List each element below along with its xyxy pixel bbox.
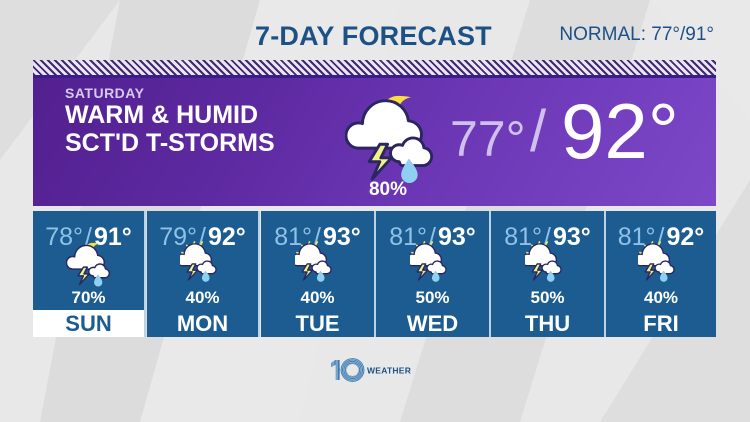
svg-text:WEATHER: WEATHER — [367, 366, 411, 376]
